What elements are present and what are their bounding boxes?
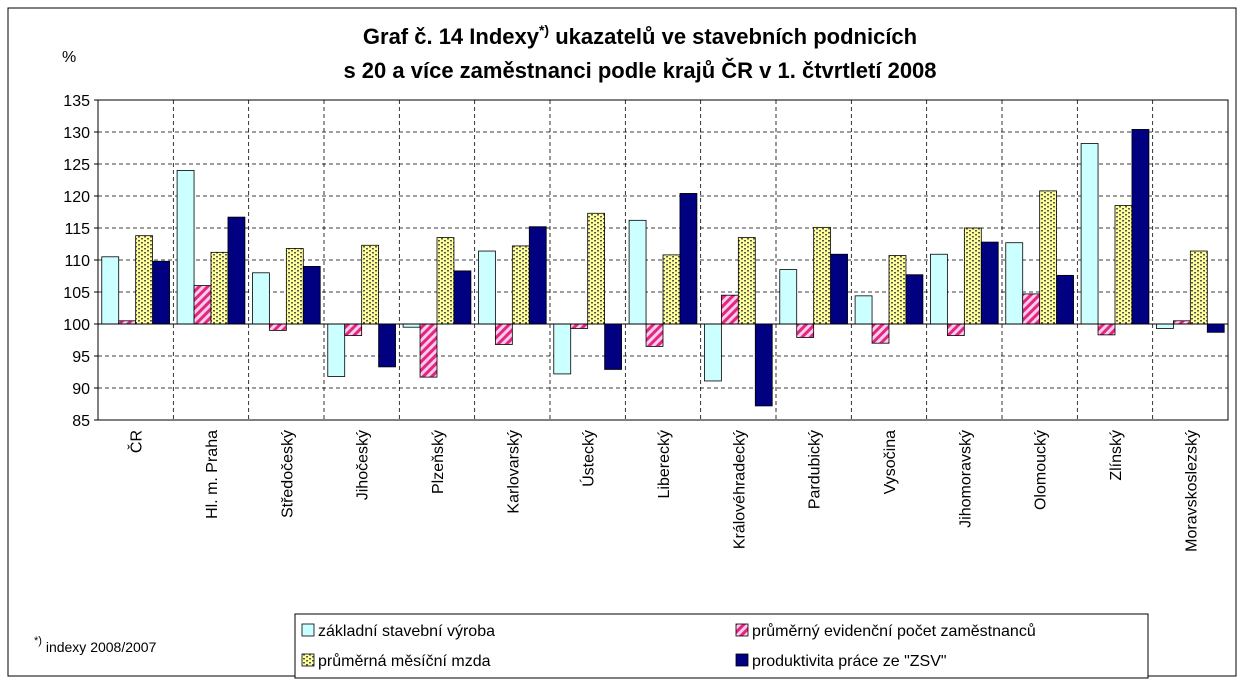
x-tick-label: Vysočina xyxy=(882,430,899,494)
bar xyxy=(1056,274,1074,325)
legend-label: produktivita práce ze "ZSV" xyxy=(752,653,947,670)
bar xyxy=(628,219,647,325)
bar xyxy=(704,323,722,382)
bar xyxy=(152,260,170,325)
bar xyxy=(930,253,948,325)
x-tick-label: Hl. m. Praha xyxy=(204,430,221,519)
bar xyxy=(871,323,890,344)
bar xyxy=(980,241,999,325)
bar xyxy=(285,248,304,325)
chart-border xyxy=(7,7,1237,677)
legend-swatch xyxy=(735,653,749,667)
x-tick-label: Plzeňský xyxy=(430,430,447,494)
y-tick-label: 120 xyxy=(63,189,90,206)
bar xyxy=(604,323,622,370)
bar xyxy=(176,169,195,325)
x-tick-label: Karlovarský xyxy=(505,430,522,514)
bar xyxy=(662,254,681,325)
bar xyxy=(888,255,907,325)
legend-label: základní stavební výroba xyxy=(318,623,495,640)
bar xyxy=(478,250,496,325)
bar xyxy=(1114,205,1133,325)
bar xyxy=(553,323,572,375)
bar xyxy=(453,270,472,325)
bar xyxy=(511,245,530,325)
y-tick-label: 135 xyxy=(63,93,90,110)
bar xyxy=(1039,190,1058,325)
bar xyxy=(645,323,664,347)
x-tick-label: Královéhradecký xyxy=(731,430,748,549)
bar xyxy=(1022,293,1041,325)
bar xyxy=(193,285,212,325)
y-tick-label: 95 xyxy=(72,349,90,366)
bar xyxy=(946,323,965,336)
bar xyxy=(494,323,513,345)
bar xyxy=(135,235,154,325)
x-tick-label: Moravskoslezský xyxy=(1183,430,1200,552)
y-tick-label: 130 xyxy=(63,125,90,142)
bar xyxy=(1131,129,1150,325)
y-axis-label: % xyxy=(62,49,76,66)
y-tick-label: 85 xyxy=(72,413,90,430)
bar xyxy=(1189,250,1208,325)
bar xyxy=(905,274,924,325)
x-tick-label: Liberecký xyxy=(656,430,673,498)
bar xyxy=(268,323,287,331)
bar xyxy=(302,265,321,325)
bar xyxy=(737,237,756,325)
bar xyxy=(419,323,438,378)
x-tick-label: Pardubický xyxy=(807,430,824,509)
x-tick-label: Středočeský xyxy=(279,430,296,518)
bar xyxy=(720,294,739,325)
bar xyxy=(101,256,120,325)
y-tick-label: 115 xyxy=(64,221,90,238)
y-tick-label: 90 xyxy=(72,381,90,398)
bar xyxy=(252,272,270,325)
bar xyxy=(1097,323,1116,336)
bar xyxy=(361,244,380,325)
y-tick-label: 125 xyxy=(63,157,90,174)
x-tick-label: Jihočeský xyxy=(355,430,372,500)
bar xyxy=(813,226,832,325)
bar xyxy=(1005,242,1024,325)
bar xyxy=(796,323,815,338)
x-tick-label: Olomoucký xyxy=(1033,430,1050,510)
plot-area xyxy=(97,99,1229,421)
bar xyxy=(679,193,698,325)
x-tick-label: Zlínský xyxy=(1108,430,1125,481)
bar xyxy=(854,295,873,325)
chart-title: s 20 a více zaměstnanci podle krajů ČR v… xyxy=(343,58,936,83)
chart-title: Graf č. 14 Indexy*) ukazatelů ve stavebn… xyxy=(363,22,917,49)
legend-swatch xyxy=(735,623,749,637)
bar xyxy=(436,237,455,325)
bar xyxy=(344,323,363,336)
bar xyxy=(528,226,547,325)
bar xyxy=(587,212,606,325)
bar xyxy=(830,253,848,325)
bar xyxy=(570,323,589,329)
legend-swatch xyxy=(301,653,315,667)
legend-label: průměrný evidenční počet zaměstnanců xyxy=(752,622,1036,640)
y-tick-label: 105 xyxy=(63,285,90,302)
legend-label: průměrná měsíční mzda xyxy=(318,652,491,670)
legend xyxy=(294,613,1149,679)
bar xyxy=(1156,323,1174,329)
y-tick-label: 100 xyxy=(63,317,90,334)
legend-swatch xyxy=(301,623,315,637)
bar xyxy=(1080,143,1099,325)
bar xyxy=(327,323,346,377)
y-tick-label: 110 xyxy=(64,253,90,270)
x-tick-label: Ústecký xyxy=(579,430,598,487)
bar xyxy=(378,323,396,368)
bar xyxy=(210,251,229,325)
bar xyxy=(779,269,798,325)
bar xyxy=(963,227,982,325)
footnote: *) indexy 2008/2007 xyxy=(34,635,157,655)
bar xyxy=(1206,323,1225,333)
x-tick-label: Jihomoravský xyxy=(957,430,974,528)
bar xyxy=(754,323,773,407)
bar xyxy=(227,216,246,325)
x-tick-label: ČR xyxy=(127,430,146,453)
